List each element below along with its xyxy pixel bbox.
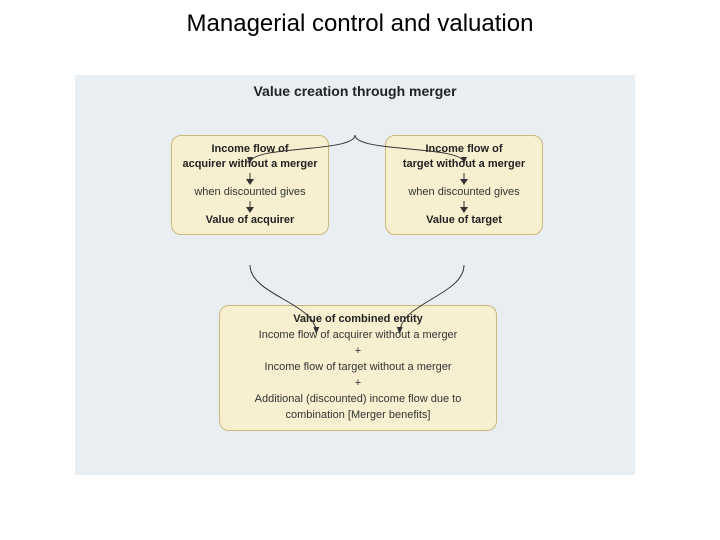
- combined-row3: Additional (discounted) income flow due …: [255, 393, 462, 405]
- diagram-title: Value creation through merger: [75, 75, 635, 105]
- target-line1: Income flow of: [426, 143, 503, 155]
- combined-title: Value of combined entity: [293, 313, 423, 325]
- target-mid: when discounted gives: [408, 186, 519, 198]
- combined-row1: Income flow of acquirer without a merger: [259, 329, 458, 341]
- acquirer-mid: when discounted gives: [194, 186, 305, 198]
- acquirer-line1: Income flow of: [212, 143, 289, 155]
- arrow-down-icon: [458, 201, 470, 213]
- acquirer-box: Income flow of acquirer without a merger…: [171, 135, 329, 235]
- slide-title: Managerial control and valuation: [0, 0, 720, 38]
- acquirer-line2: acquirer without a merger: [182, 158, 317, 170]
- target-line3: Value of target: [426, 214, 502, 226]
- arrow-down-icon: [458, 173, 470, 185]
- acquirer-line3: Value of acquirer: [206, 214, 295, 226]
- target-line2: target without a merger: [403, 158, 525, 170]
- combined-row2: Income flow of target without a merger: [264, 361, 451, 373]
- arrow-down-icon: [244, 201, 256, 213]
- diagram-panel: Value creation through merger Income flo…: [75, 75, 635, 475]
- target-box: Income flow of target without a merger w…: [385, 135, 543, 235]
- combined-plus2: +: [355, 377, 361, 389]
- combined-row4: combination [Merger benefits]: [286, 409, 431, 421]
- arrow-down-icon: [244, 173, 256, 185]
- combined-plus1: +: [355, 345, 361, 357]
- combined-box: Value of combined entity Income flow of …: [219, 305, 497, 431]
